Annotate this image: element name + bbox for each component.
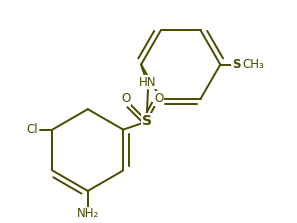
Text: S: S (142, 114, 152, 128)
Text: CH₃: CH₃ (242, 58, 264, 71)
Text: O: O (154, 92, 163, 105)
Text: O: O (121, 92, 130, 105)
Text: NH₂: NH₂ (77, 207, 99, 221)
Text: HN: HN (139, 76, 157, 89)
Text: S: S (232, 58, 241, 70)
Text: Cl: Cl (26, 123, 38, 136)
